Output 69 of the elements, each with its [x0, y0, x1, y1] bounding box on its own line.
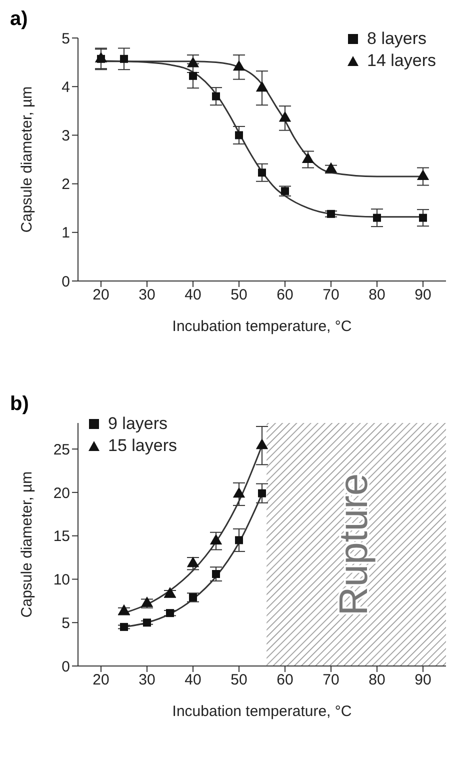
x-tick-label: 50 [230, 672, 248, 689]
legend-label: 14 layers [367, 50, 436, 72]
x-tick-label: 40 [184, 286, 202, 304]
y-tick-label: 20 [53, 484, 70, 502]
point [120, 622, 128, 631]
x-tick-label: 30 [138, 672, 156, 689]
point [324, 162, 338, 173]
x-tick-label: 20 [92, 672, 110, 689]
x-tick-label: 70 [322, 672, 340, 689]
x-axis-title: Incubation temperature, °C [172, 318, 352, 335]
point [118, 604, 130, 615]
point [210, 534, 222, 545]
point [143, 618, 151, 627]
y-tick-label: 4 [62, 78, 70, 96]
y-tick-label: 3 [62, 128, 70, 145]
chart-title: a) [10, 8, 28, 31]
point [212, 570, 220, 578]
y-tick-label: 0 [62, 658, 70, 676]
y-axis-title: Capsule diameter, µm [18, 86, 36, 233]
point [232, 60, 246, 71]
point [256, 81, 268, 92]
x-axis-title: Incubation temperature, °C [172, 703, 352, 720]
point [232, 487, 246, 498]
point [281, 187, 289, 196]
chart-title: b) [10, 393, 29, 416]
point [186, 56, 200, 68]
y-tick-label: 1 [62, 224, 70, 242]
point [120, 54, 128, 63]
legend-label: 15 layers [108, 435, 177, 457]
y-tick-label: 25 [53, 441, 70, 458]
x-tick-label: 80 [368, 286, 386, 304]
point [419, 214, 427, 222]
point [189, 593, 197, 602]
x-tick-label: 50 [230, 286, 248, 304]
x-tick-label: 20 [92, 286, 110, 304]
point [164, 586, 176, 598]
y-tick-label: 5 [62, 30, 70, 48]
point [186, 556, 200, 568]
y-tick-label: 2 [62, 176, 70, 194]
point [140, 596, 154, 608]
point [416, 169, 430, 180]
x-tick-label: 90 [414, 672, 432, 689]
x-tick-label: 40 [184, 672, 202, 689]
x-tick-label: 70 [322, 286, 340, 304]
y-tick-label: 15 [53, 528, 70, 546]
x-tick-label: 90 [414, 286, 432, 304]
point [189, 72, 197, 80]
point [258, 489, 266, 498]
y-tick-label: 5 [62, 614, 70, 632]
y-tick-label: 10 [53, 572, 70, 589]
legend-label: 8 layers [367, 28, 427, 50]
point [258, 168, 266, 177]
x-tick-label: 60 [276, 286, 294, 304]
band-label: Rupture [332, 473, 376, 616]
point [256, 438, 268, 450]
y-tick-label: 0 [62, 273, 70, 290]
x-tick-label: 60 [276, 672, 294, 689]
point [166, 609, 174, 618]
y-axis-title: Capsule diameter, µm [18, 471, 36, 618]
point [235, 131, 243, 140]
point [327, 210, 335, 218]
point [373, 214, 381, 222]
point [302, 152, 314, 164]
x-tick-label: 30 [138, 286, 156, 304]
legend-label: 9 layers [108, 413, 168, 435]
point [212, 92, 220, 100]
x-tick-label: 80 [368, 672, 386, 689]
point [278, 111, 292, 122]
point [235, 536, 243, 544]
